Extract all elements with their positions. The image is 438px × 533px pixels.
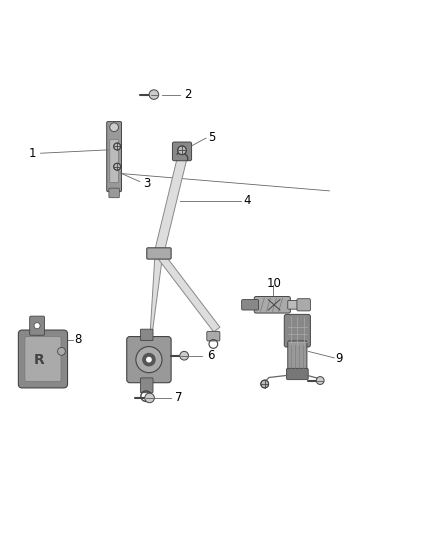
FancyBboxPatch shape: [288, 341, 307, 373]
Text: 8: 8: [74, 333, 82, 346]
Circle shape: [143, 353, 155, 366]
Text: 2: 2: [184, 88, 192, 101]
Text: 3: 3: [143, 177, 150, 190]
Circle shape: [147, 358, 151, 362]
Text: 1: 1: [29, 147, 36, 160]
Text: R: R: [33, 353, 44, 367]
Text: 4: 4: [243, 194, 251, 207]
FancyBboxPatch shape: [127, 336, 171, 383]
Circle shape: [178, 146, 186, 155]
FancyBboxPatch shape: [286, 368, 308, 379]
Circle shape: [316, 377, 324, 384]
Text: 5: 5: [208, 131, 215, 144]
FancyBboxPatch shape: [141, 329, 153, 341]
Circle shape: [114, 143, 120, 150]
FancyBboxPatch shape: [107, 122, 121, 192]
Circle shape: [34, 322, 40, 329]
FancyBboxPatch shape: [109, 188, 119, 198]
FancyBboxPatch shape: [242, 300, 258, 310]
Circle shape: [261, 380, 268, 388]
FancyBboxPatch shape: [254, 296, 290, 313]
Polygon shape: [150, 253, 163, 330]
Circle shape: [149, 90, 159, 99]
Text: 10: 10: [267, 277, 282, 289]
FancyBboxPatch shape: [18, 330, 67, 388]
FancyBboxPatch shape: [147, 248, 171, 259]
Circle shape: [180, 351, 188, 360]
FancyBboxPatch shape: [141, 378, 153, 393]
FancyBboxPatch shape: [110, 140, 118, 182]
Text: 6: 6: [207, 349, 214, 362]
FancyBboxPatch shape: [297, 298, 311, 311]
Text: 9: 9: [336, 352, 343, 365]
Circle shape: [145, 393, 154, 403]
Text: 7: 7: [176, 391, 183, 405]
Circle shape: [57, 348, 65, 356]
FancyBboxPatch shape: [284, 314, 311, 347]
Polygon shape: [156, 251, 220, 332]
FancyBboxPatch shape: [173, 142, 191, 161]
Circle shape: [110, 123, 118, 132]
Polygon shape: [154, 157, 187, 255]
FancyBboxPatch shape: [207, 332, 220, 341]
Circle shape: [136, 346, 162, 373]
FancyBboxPatch shape: [30, 316, 45, 335]
Circle shape: [114, 163, 120, 170]
FancyBboxPatch shape: [25, 336, 61, 382]
FancyBboxPatch shape: [288, 301, 299, 309]
